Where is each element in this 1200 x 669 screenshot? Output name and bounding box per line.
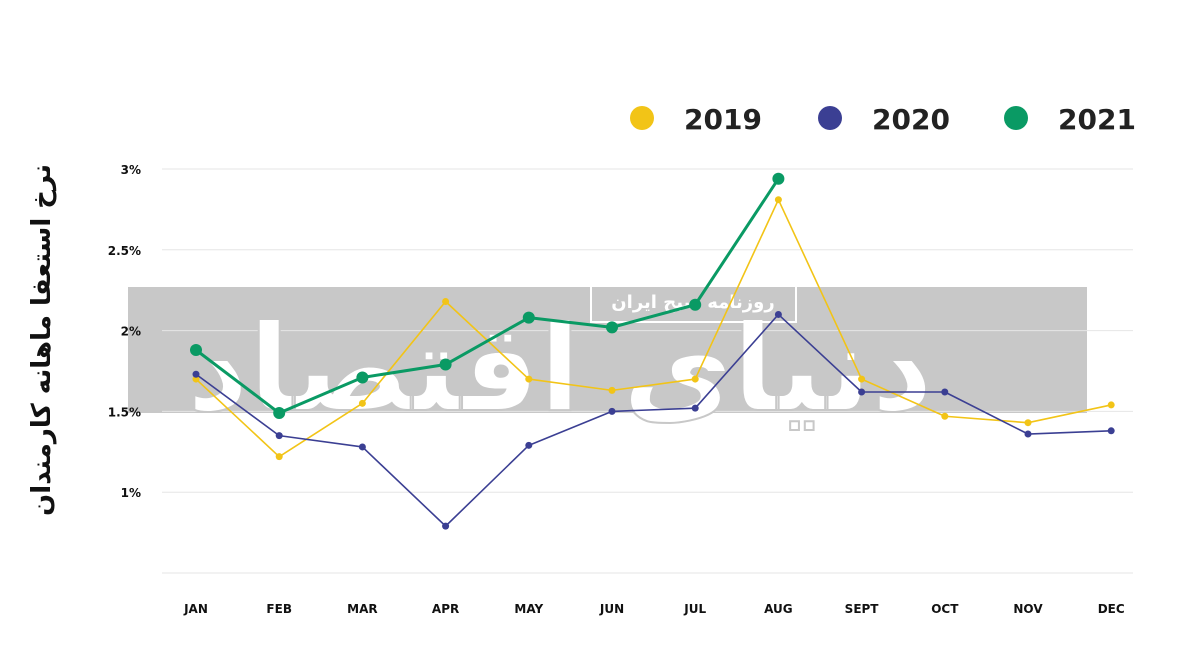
x-tick-label: JUN [599,602,624,616]
data-point [691,375,699,383]
legend-label: 2021 [1058,103,1136,136]
data-point [525,441,533,449]
data-point [858,375,866,383]
x-ticks: JAN FEB MAR APR MAY JUN JUL AUG SEPT OCT NOV DEC [183,602,1125,616]
y-tick-label: 2.5% [108,244,141,258]
series-line-2019 [195,198,1112,458]
data-point [772,172,785,185]
data-point [356,371,369,384]
legend: 2019 2020 2021 [630,103,1136,136]
data-point [774,196,782,204]
legend-marker [818,106,842,130]
x-tick-label: OCT [931,602,959,616]
data-point [1024,419,1032,427]
legend-marker [1004,106,1028,130]
x-tick-label: JAN [183,602,208,616]
legend-label: 2020 [872,103,950,136]
data-point [442,298,450,306]
y-tick-label: 2% [121,325,141,339]
data-point [273,407,286,420]
data-point [190,343,202,356]
x-tick-label: DEC [1098,602,1125,616]
series-2020 [192,310,1115,530]
series-line-2020 [195,313,1112,527]
watermark-banner-box [590,279,797,323]
y-axis-label: نرخ استعفا ماهانه کارمندان [27,164,57,516]
x-tick-label: MAR [347,602,377,616]
data-point [774,310,782,318]
series-line-2021 [194,177,780,415]
data-point [275,432,283,440]
data-point [358,399,366,407]
y-ticks: 1% 1.5% 2% 2.5% 3% [108,163,141,500]
data-point [192,375,200,383]
data-point [275,453,283,461]
data-point [691,404,699,412]
data-point [1107,401,1115,409]
y-tick-label: 1.5% [108,405,141,419]
data-point [525,375,533,383]
x-tick-label: AUG [764,602,793,616]
data-point [1024,430,1032,438]
data-point [941,412,949,420]
data-point [358,443,366,451]
x-tick-label: FEB [266,602,292,616]
data-point [1107,427,1115,435]
watermark: دنیای اقتصاد روزنامه صبح ایران [186,279,934,440]
legend-label: 2019 [684,103,762,136]
grid [162,168,1133,574]
data-point [608,386,616,394]
data-point [192,370,200,378]
y-tick-label: 1% [121,486,141,500]
data-point [941,388,949,396]
data-point [858,388,866,396]
data-point [439,358,452,371]
legend-marker [630,106,654,130]
y-tick-label: 3% [121,163,141,177]
series-2019 [192,196,1115,461]
data-point [606,321,618,334]
data-point [522,311,535,324]
x-tick-label: NOV [1013,602,1043,616]
series-layer [190,172,1115,530]
x-tick-label: APR [432,602,459,616]
x-tick-label: SEPT [845,602,880,616]
data-point [689,298,702,311]
data-point [608,407,616,415]
x-tick-label: JUL [683,602,706,616]
data-point [442,522,450,530]
x-tick-label: MAY [514,602,543,616]
series-2021 [190,172,785,420]
